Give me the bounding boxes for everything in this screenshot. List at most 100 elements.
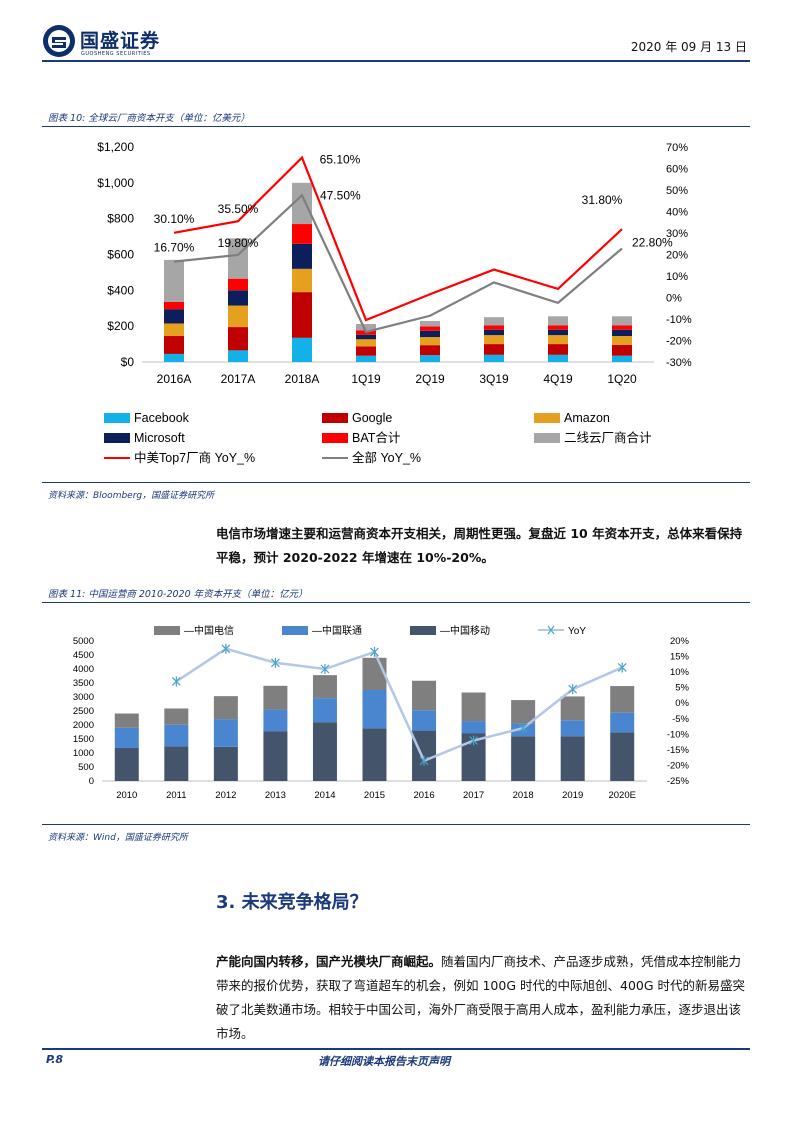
bar-segment bbox=[420, 320, 440, 327]
bar-segment bbox=[548, 354, 568, 362]
figure10-top-rule bbox=[42, 126, 750, 127]
legend-label: 中美Top7厂商 YoY_% bbox=[134, 450, 255, 465]
bar-segment bbox=[548, 344, 568, 355]
y-tick-label: $1,000 bbox=[97, 176, 134, 190]
bar-segment bbox=[164, 708, 189, 725]
yoy-marker bbox=[221, 643, 231, 654]
bar-segment bbox=[362, 657, 387, 690]
y2-tick-label: 70% bbox=[666, 142, 688, 154]
x-tick-label: 2015 bbox=[364, 790, 385, 801]
x-tick-label: 2Q19 bbox=[415, 372, 445, 386]
bar-segment bbox=[511, 700, 536, 724]
legend-swatch bbox=[322, 413, 348, 423]
chart-china-operator-capex: 0 500 1000 1500 2000 2500 3000 3500 4000 4500 5000… bbox=[73, 624, 690, 801]
x-tick-label: 2016 bbox=[413, 790, 434, 801]
bar-segment bbox=[228, 327, 248, 351]
data-label: 65.10% bbox=[320, 153, 361, 167]
bar-segment bbox=[164, 353, 184, 362]
logo-icon bbox=[43, 25, 75, 57]
yoy-marker bbox=[469, 735, 479, 746]
legend-label: Amazon bbox=[564, 411, 610, 425]
y2-tick-label: -15% bbox=[667, 745, 690, 756]
legend-label: Microsoft bbox=[134, 431, 185, 445]
y2-tick-label: 50% bbox=[666, 185, 688, 197]
yoy-line bbox=[175, 647, 623, 763]
bar-segment bbox=[114, 727, 139, 748]
y2-tick-label: 0% bbox=[666, 293, 682, 305]
y2-tick-label: 30% bbox=[666, 228, 688, 240]
yoy-marker bbox=[617, 662, 627, 673]
bar-segment bbox=[356, 324, 376, 331]
brand-name: 国盛证券 bbox=[80, 30, 161, 52]
y-tick-label: 1000 bbox=[73, 748, 94, 759]
paragraph-competition: 产能向国内转移，国产光模块厂商崛起。随着国内厂商技术、产品逐步成熟，凭借成本控制… bbox=[216, 954, 746, 1041]
bar-segment bbox=[484, 344, 504, 355]
bar-segment bbox=[228, 305, 248, 328]
yoy-marker bbox=[270, 657, 280, 668]
y2-tick-label: -30% bbox=[666, 357, 692, 369]
bar-segment bbox=[263, 731, 288, 781]
bar-segment bbox=[612, 355, 632, 362]
x-tick-label: 2018 bbox=[513, 790, 534, 801]
y-tick-label: $400 bbox=[107, 283, 134, 297]
bar-segment bbox=[164, 259, 184, 302]
bar-segment bbox=[356, 355, 376, 362]
footer-rule bbox=[42, 1048, 750, 1050]
y2-tick-label: -5% bbox=[672, 714, 689, 725]
data-label: 47.50% bbox=[320, 188, 361, 202]
bar-segment bbox=[484, 317, 504, 326]
bar-segment bbox=[548, 325, 568, 330]
header-rule bbox=[42, 60, 750, 62]
bar-segment bbox=[164, 336, 184, 354]
y2-tick-label: -25% bbox=[667, 776, 690, 787]
y-tick-label: 2000 bbox=[73, 720, 94, 731]
y-tick-label: $0 bbox=[121, 355, 135, 369]
legend-swatch bbox=[534, 413, 560, 423]
data-label: 35.50% bbox=[218, 202, 259, 216]
y2-tick-label: 0% bbox=[675, 698, 689, 709]
bar-segment bbox=[164, 301, 184, 310]
bar-segment bbox=[292, 243, 312, 269]
bar-segment bbox=[164, 309, 184, 324]
x-tick-label: 2017 bbox=[463, 790, 484, 801]
data-label: 30.10% bbox=[154, 212, 195, 226]
bar-segment bbox=[362, 690, 387, 729]
bar-segment bbox=[420, 326, 440, 331]
bar-segment bbox=[612, 316, 632, 326]
bar-segment bbox=[292, 182, 312, 225]
page-number: P.8 bbox=[46, 1053, 64, 1066]
y-tick-label: 5000 bbox=[73, 636, 94, 647]
bar-segment bbox=[213, 696, 238, 720]
bar-segment bbox=[610, 712, 635, 733]
legend-swatch bbox=[154, 626, 180, 635]
legend-label: Google bbox=[352, 411, 392, 425]
bar-segment bbox=[312, 698, 337, 723]
y-tick-label: $200 bbox=[107, 319, 134, 333]
legend-swatch bbox=[322, 433, 348, 443]
bar-segment bbox=[612, 336, 632, 345]
bar-segment bbox=[228, 350, 248, 362]
x-tick-label: 1Q19 bbox=[351, 372, 381, 386]
legend-label: 二线云厂商合计 bbox=[564, 430, 652, 445]
data-label: 31.80% bbox=[582, 193, 623, 207]
x-tick-label: 2012 bbox=[215, 790, 236, 801]
yoy-line bbox=[173, 193, 623, 334]
figure10-source: 资料来源：Bloomberg，国盛证券研究所 bbox=[48, 491, 215, 501]
bar-segment bbox=[420, 345, 440, 356]
yoy-marker bbox=[320, 664, 330, 674]
legend-marker bbox=[547, 625, 555, 635]
y-tick-label: 4000 bbox=[73, 664, 94, 675]
figure11-source: 资料来源：Wind，国盛证券研究所 bbox=[48, 833, 188, 843]
x-tick-label: 2018A bbox=[285, 372, 320, 386]
legend-label: YoY bbox=[568, 626, 586, 637]
x-tick-label: 2011 bbox=[166, 790, 186, 801]
y-tick-label: 500 bbox=[78, 762, 94, 773]
bar-segment bbox=[420, 355, 440, 362]
y2-tick-label: -20% bbox=[667, 760, 690, 771]
legend-label: —中国联通 bbox=[312, 624, 362, 637]
paragraph-telecom: 电信市场增速主要和运营商资本开支相关，周期性更强。复盘近 10 年资本开支，总体… bbox=[216, 526, 743, 565]
yoy-marker bbox=[518, 723, 528, 734]
y2-tick-label: -10% bbox=[666, 314, 692, 326]
y-tick-label: $1,200 bbox=[97, 140, 134, 154]
brand-subtitle: GUOSHENG SECURITIES bbox=[81, 51, 151, 57]
